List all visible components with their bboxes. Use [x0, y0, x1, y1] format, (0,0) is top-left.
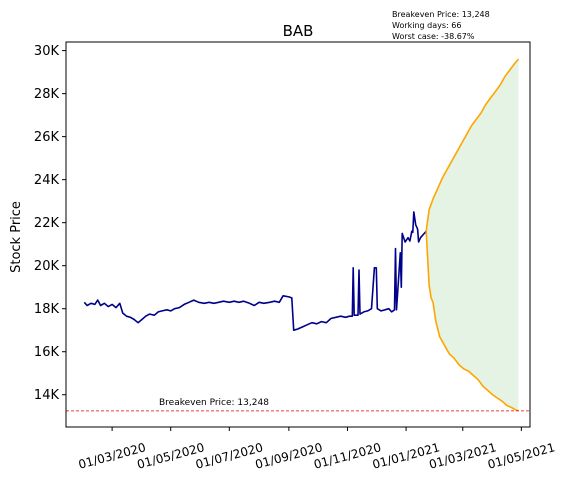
y-tick-label: 30K	[34, 44, 60, 59]
y-tick-label: 14K	[34, 388, 60, 403]
info-line-worst-case: Worst case: -38.67%	[392, 32, 475, 41]
info-line-breakeven: Breakeven Price: 13,248	[392, 10, 490, 19]
y-tick-label: 16K	[34, 345, 60, 360]
y-axis-label: Stock Price	[9, 201, 24, 273]
historical-price-line	[83, 211, 427, 332]
x-tick-label: 01/09/2020	[254, 440, 324, 471]
y-tick-label: 26K	[34, 130, 60, 145]
info-line-working-days: Working days: 66	[392, 21, 461, 30]
breakeven-label: Breakeven Price: 13,248	[159, 398, 269, 408]
x-tick-label: 01/05/2020	[135, 440, 205, 471]
x-tick-label: 01/11/2020	[312, 440, 382, 471]
y-axis: 14K 16K 18K 20K 22K 24K 26K 28K 30K	[34, 44, 66, 403]
chart-title: BAB	[283, 22, 314, 40]
x-tick-label: 01/07/2020	[194, 440, 264, 471]
projection-range-fill	[426, 59, 519, 411]
y-tick-label: 20K	[34, 259, 60, 274]
upper-projection-line	[425, 58, 520, 232]
x-tick-label: 01/05/2021	[486, 440, 556, 471]
x-tick-label: 01/03/2020	[77, 440, 147, 471]
y-tick-label: 18K	[34, 302, 60, 317]
y-tick-label: 24K	[34, 173, 60, 188]
series-layer	[83, 58, 520, 412]
y-tick-label: 22K	[34, 216, 60, 231]
y-tick-label: 28K	[34, 87, 60, 102]
lower-projection-line	[425, 231, 519, 412]
x-axis: 01/03/202001/05/202001/07/202001/09/2020…	[77, 427, 557, 472]
range-fill-layer	[426, 59, 519, 411]
plot-area-frame	[65, 41, 531, 428]
